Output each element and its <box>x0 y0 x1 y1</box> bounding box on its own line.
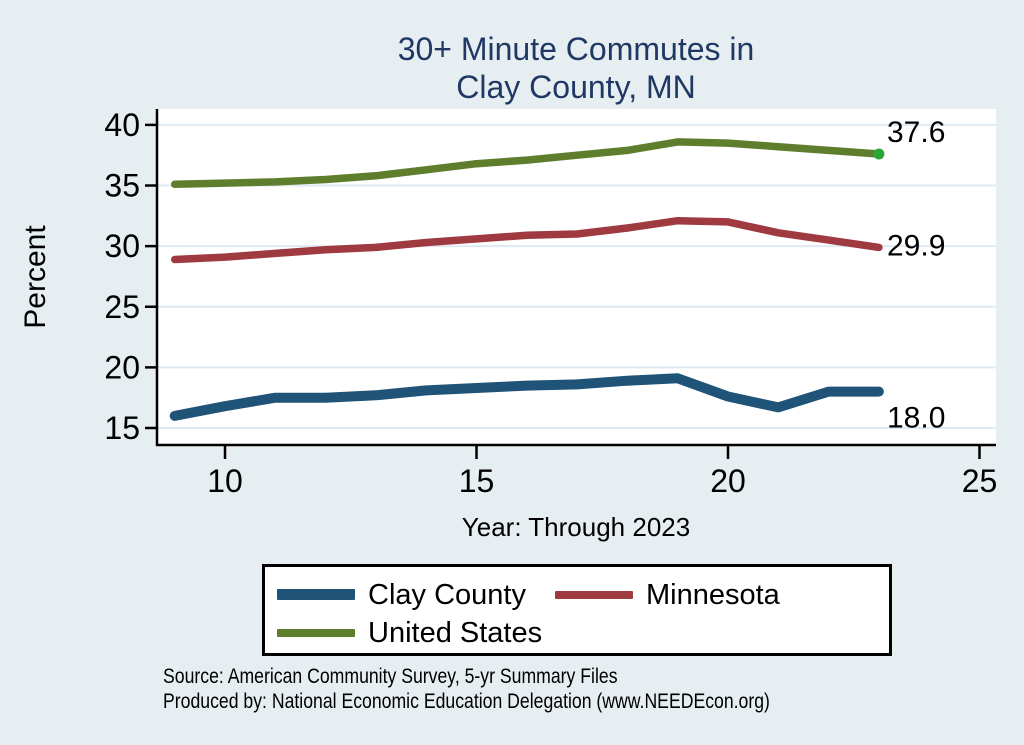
source-note: Source: American Community Survey, 5-yr … <box>163 664 770 714</box>
united-states-end-label: 37.6 <box>887 116 945 149</box>
legend: Clay County Minnesota United States <box>262 564 892 656</box>
minnesota-end-label: 29.9 <box>887 229 945 262</box>
y-tick-label-15: 15 <box>104 410 140 446</box>
chart-svg: 15 20 25 30 35 40 10 15 20 25 18.0 29.9 37.6 <box>104 107 998 499</box>
x-tick-label-20: 20 <box>710 463 746 499</box>
clay-county-line <box>169 373 884 421</box>
x-tick-label-25: 25 <box>962 463 998 499</box>
x-tick-label-15: 15 <box>459 463 495 499</box>
x-axis-title: Year: Through 2023 <box>461 512 691 542</box>
chart-title-line1: 30+ Minute Commutes in <box>397 31 755 67</box>
source-line1: Source: American Community Survey, 5-yr … <box>163 665 618 688</box>
chart-title: 30+ Minute Commutes in Clay County, MN <box>152 30 1000 106</box>
united-states-end-dot <box>873 148 885 160</box>
legend-label-clay-county: Clay County <box>368 579 526 611</box>
minnesota-line <box>170 216 883 264</box>
chart-title-line2: Clay County, MN <box>456 69 696 105</box>
legend-swatch-minnesota <box>555 591 633 599</box>
y-tick-label-25: 25 <box>104 289 140 325</box>
x-tick-label-10: 10 <box>207 463 243 499</box>
y-tick-label-35: 35 <box>104 168 140 204</box>
y-tick-label-20: 20 <box>104 349 140 385</box>
y-axis-title: Percent <box>19 225 52 329</box>
source-line2: Produced by: National Economic Education… <box>163 690 770 713</box>
legend-label-minnesota: Minnesota <box>646 579 780 611</box>
y-tick-label-30: 30 <box>104 228 140 264</box>
y-tick-label-40: 40 <box>104 107 140 143</box>
united-states-line <box>170 138 883 189</box>
legend-label-united-states: United States <box>368 617 543 649</box>
clay-county-end-label: 18.0 <box>887 402 945 435</box>
legend-swatch-united-states <box>277 629 355 637</box>
legend-swatch-clay-county <box>277 589 355 600</box>
